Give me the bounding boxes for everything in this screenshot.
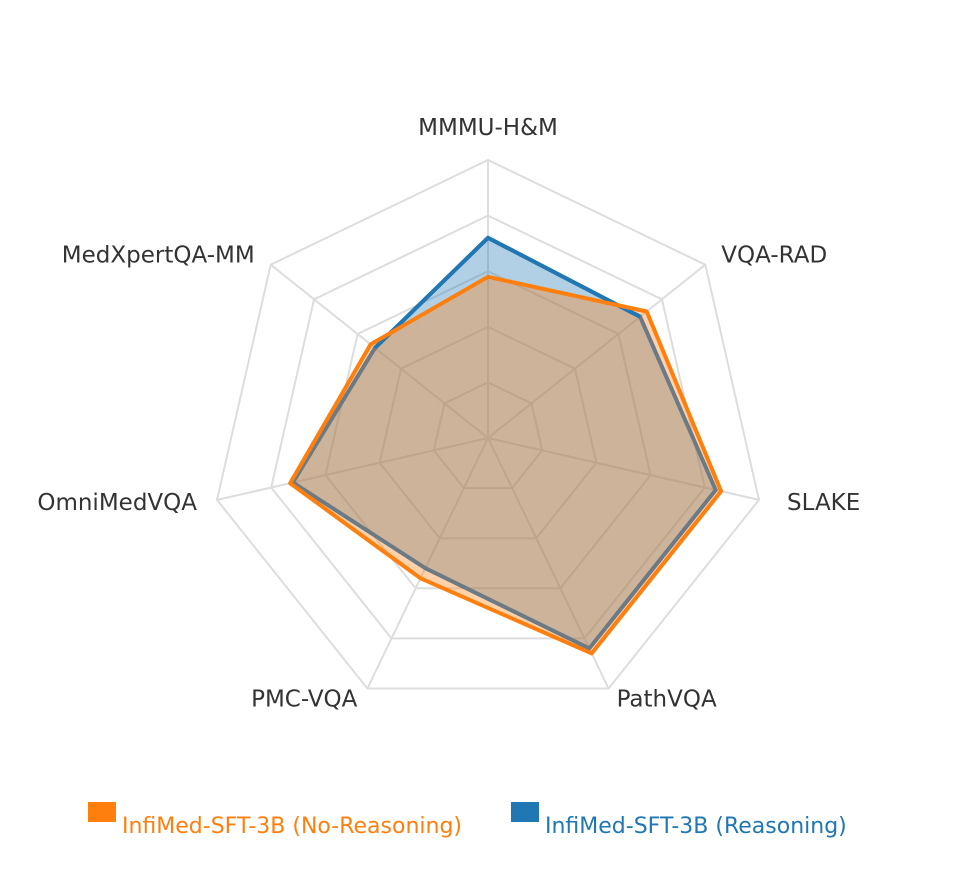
grid-ring-5 [215, 158, 761, 690]
series-line-1 [290, 235, 718, 651]
grid-ring-4 [270, 214, 706, 640]
axis-spoke-5 [216, 437, 489, 501]
axis-label-1: VQA-RAD [721, 243, 827, 269]
axis-label-0: MMMU-H&M [418, 115, 558, 141]
grid-ring-3 [324, 270, 652, 590]
series-area-1 [292, 237, 716, 649]
legend-item-reasoning[interactable]: InfiMed-SFT-3B (Reasoning) [511, 802, 847, 839]
series-area-0 [290, 276, 722, 654]
grid-ring-1 [432, 381, 544, 490]
series-line-reasoning-top [373, 235, 642, 350]
axis-spoke-4 [366, 437, 489, 689]
axis-label-3: PathVQA [617, 687, 717, 713]
axis-label-4: PMC-VQA [251, 687, 358, 713]
grid-ring-2 [378, 325, 598, 540]
legend: InfiMed-SFT-3B (No-Reasoning) InfiMed-SF… [0, 802, 968, 842]
series-line-0 [288, 274, 724, 656]
axis-spoke-1 [487, 263, 706, 439]
legend-item-no-reasoning[interactable]: InfiMed-SFT-3B (No-Reasoning) [88, 802, 462, 839]
legend-label-no-reasoning: InfiMed-SFT-3B (No-Reasoning) [122, 814, 463, 839]
radar-series [288, 235, 724, 656]
legend-swatch-no-reasoning [88, 802, 116, 822]
axis-label-6: MedXpertQA-MM [62, 243, 255, 269]
radar-grid [215, 158, 761, 690]
legend-label-reasoning: InfiMed-SFT-3B (Reasoning) [545, 814, 847, 839]
axis-label-5: OmniMedVQA [37, 490, 197, 516]
axis-spoke-6 [270, 263, 489, 439]
axis-labels: MMMU-H&M VQA-RAD SLAKE PathVQA PMC-VQA OmniMe… [37, 115, 860, 713]
axis-label-2: SLAKE [787, 490, 860, 516]
legend-swatch-reasoning [511, 802, 539, 822]
